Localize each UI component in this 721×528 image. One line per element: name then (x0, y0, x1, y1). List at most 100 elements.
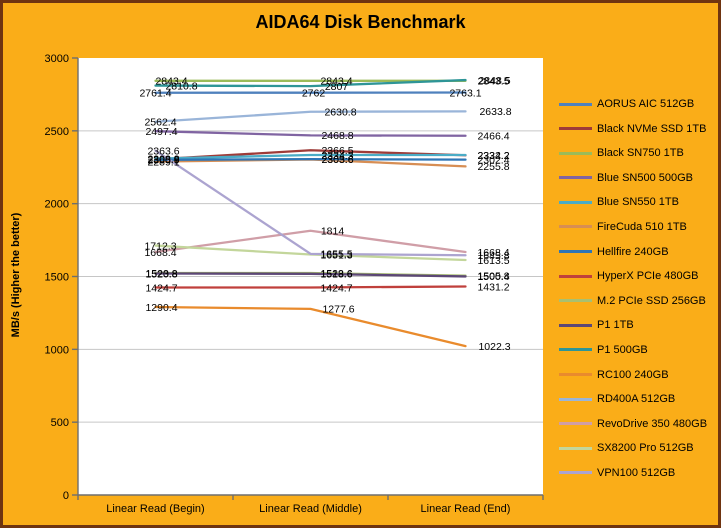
y-tick-label: 1500 (45, 272, 69, 284)
legend-item-rc100-240gb: RC100 240GB (559, 368, 718, 382)
series-line-rd400a-512gb (154, 110, 467, 123)
data-label: 2843.4 (155, 76, 187, 88)
data-label: 2332.2 (477, 150, 509, 162)
legend-label: P1 500GB (597, 343, 648, 356)
data-label: 2497.4 (145, 126, 177, 138)
legend-item-p1-1tb: P1 1TB (559, 318, 718, 332)
data-label: 2305.6 (321, 154, 353, 166)
legend-swatch-vpn100-512gb (559, 471, 592, 475)
legend: AORUS AIC 512GB Black NVMe SSD 1TB Black S… (559, 97, 718, 491)
legend-swatch-aorus-aic-512gb (559, 102, 592, 106)
legend-label: Black NVMe SSD 1TB (597, 122, 707, 135)
data-label: 1523.8 (145, 268, 177, 280)
y-tick-label: 500 (51, 417, 69, 429)
legend-item-sx8200-pro-512gb: SX8200 Pro 512GB (559, 441, 718, 455)
legend-label: Blue SN550 1TB (597, 196, 679, 209)
data-label: 1290.4 (145, 302, 177, 314)
data-label: 1505.8 (477, 270, 509, 282)
legend-label: RD400A 512GB (597, 393, 676, 406)
legend-label: Black SN750 1TB (597, 147, 684, 160)
data-label: 2810.8 (165, 80, 197, 92)
legend-swatch-rc100-240gb (559, 373, 592, 377)
series-line-blue-sn500-500gb (154, 130, 467, 137)
x-category-label: Linear Read (Middle) (259, 503, 362, 515)
data-label: 2289.1 (147, 156, 179, 168)
legend-item-revodrive-350-480gb: RevoDrive 350 480GB (559, 417, 718, 431)
legend-label: HyperX PCIe 480GB (597, 270, 699, 283)
data-label: 2843.4 (320, 76, 352, 88)
data-label: 1655.5 (320, 249, 352, 261)
y-tick-label: 2000 (45, 199, 69, 211)
plot-area: 0 500 1000 1500 2000 2500 3000 Linear Read (Beg… (45, 53, 544, 515)
legend-swatch-hellfire-240gb (559, 250, 592, 254)
data-label: 2466.4 (477, 131, 509, 143)
data-label: 2633.8 (479, 106, 511, 118)
chart-title: AIDA64 Disk Benchmark (255, 12, 466, 32)
y-tick-label: 2500 (45, 126, 69, 138)
data-label: 2308.8 (147, 153, 179, 165)
data-label: 2302.4 (477, 154, 509, 166)
data-label: 2843.5 (477, 76, 509, 88)
data-label: 1523.6 (320, 268, 352, 280)
data-label: 2300.9 (147, 155, 179, 167)
legend-label: RC100 240GB (597, 368, 669, 381)
legend-item-aorus-aic-512gb: AORUS AIC 512GB (559, 97, 718, 111)
data-label: 2762 (302, 87, 326, 99)
data-label: 1668.4 (144, 247, 176, 259)
legend-swatch-firecuda-510-1tb (559, 225, 592, 229)
data-label: 2763.1 (449, 87, 481, 99)
legend-item-firecuda-510-1tb: FireCuda 510 1TB (559, 220, 718, 234)
series-line-p1-500gb (154, 78, 467, 88)
legend-item-vpn100-512gb: VPN100 512GB (559, 466, 718, 480)
data-label: 1668.4 (477, 247, 509, 259)
series-line-vpn100-512gb (154, 149, 467, 257)
data-label: 1613.5 (477, 255, 509, 267)
legend-swatch-p1-1tb (559, 323, 592, 327)
legend-swatch-sx8200-pro-512gb (559, 446, 592, 450)
legend-swatch-hyperx-pcie-480gb (559, 274, 592, 278)
data-label: 2303.6 (321, 154, 353, 166)
data-label: 1424.7 (320, 282, 352, 294)
legend-swatch-black-nvme-ssd-1tb (559, 127, 592, 131)
y-tick-label: 1000 (45, 344, 69, 356)
legend-swatch-blue-sn550-1tb (559, 200, 592, 204)
legend-swatch-revodrive-350-480gb (559, 422, 592, 426)
legend-swatch-p1-500gb (559, 348, 592, 352)
data-label: 2334.3 (321, 150, 353, 162)
legend-label: P1 1TB (597, 319, 634, 332)
legend-label: FireCuda 510 1TB (597, 220, 687, 233)
data-label: 2562.4 (144, 117, 176, 129)
series-line-blue-sn550-1tb (154, 153, 467, 160)
data-label: 1431.2 (477, 281, 509, 293)
data-label: 1645.8 (477, 250, 509, 262)
legend-swatch-blue-sn500-500gb (559, 176, 592, 180)
data-label: 1518.6 (320, 269, 352, 281)
series-line-hyperx-pcie-480gb (154, 285, 467, 289)
data-label: 2761.4 (139, 88, 171, 100)
legend-item-black-sn750-1tb: Black SN750 1TB (559, 146, 718, 160)
legend-swatch-black-sn750-1tb (559, 151, 592, 155)
data-label: 2366.5 (321, 145, 353, 157)
series-line-rc100-240gb (154, 305, 467, 348)
legend-item-p1-500gb: P1 500GB (559, 343, 718, 357)
legend-label: SX8200 Pro 512GB (597, 442, 694, 455)
data-label: 1424.7 (145, 282, 177, 294)
data-label: 2363.6 (147, 146, 179, 158)
data-label: 2468.8 (321, 130, 353, 142)
data-label: 2303.9 (147, 154, 179, 166)
legend-item-black-nvme-ssd-1tb: Black NVMe SSD 1TB (559, 122, 718, 136)
y-tick-label: 3000 (45, 53, 69, 65)
data-label: 1712.3 (144, 240, 176, 252)
data-label: 1520.8 (145, 268, 177, 280)
legend-item-hyperx-pcie-480gb: HyperX PCIe 480GB (559, 269, 718, 283)
series-line-revodrive-350-480gb (154, 229, 467, 254)
legend-label: RevoDrive 350 480GB (597, 417, 708, 430)
data-label: 1814 (321, 226, 345, 238)
legend-label: VPN100 512GB (597, 466, 676, 479)
data-label: 1651.3 (320, 249, 352, 261)
data-label: 2334.2 (477, 150, 509, 162)
legend-item-blue-sn500-500gb: Blue SN500 500GB (559, 171, 718, 185)
data-label: 2807 (325, 81, 349, 93)
data-label: 1022.3 (478, 341, 510, 353)
